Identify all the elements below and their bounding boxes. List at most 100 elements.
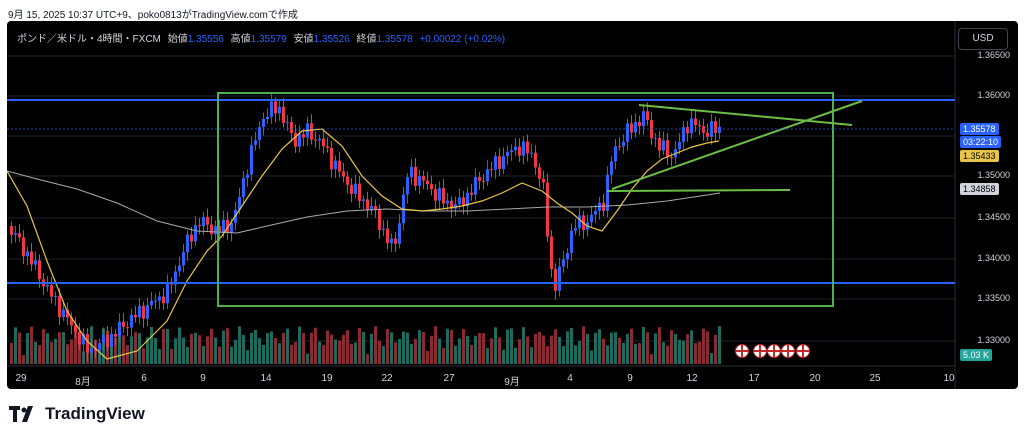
volume-bar xyxy=(574,345,577,364)
volume-bar xyxy=(470,344,473,364)
candle-body xyxy=(706,132,709,137)
volume-bar xyxy=(526,336,529,364)
time-tick: 19 xyxy=(321,373,333,384)
candle-body xyxy=(198,225,201,227)
volume-bar xyxy=(58,332,61,364)
ma-slow-tag: 1.34858 xyxy=(960,183,999,195)
candle-body xyxy=(510,150,513,153)
volume-bar xyxy=(362,331,365,364)
candle-body xyxy=(54,295,57,297)
volume-bar xyxy=(22,355,25,364)
volume-bar xyxy=(338,340,341,364)
candle-body xyxy=(414,166,417,186)
ma-fast-line xyxy=(7,128,720,360)
candle-body xyxy=(294,132,297,147)
close-value: 1.35578 xyxy=(376,34,413,45)
volume-bar xyxy=(318,341,321,364)
open-value: 1.35556 xyxy=(187,34,224,45)
volume-bar xyxy=(662,342,665,364)
volume-bar xyxy=(282,332,285,364)
candle-body xyxy=(382,228,385,230)
candle-body xyxy=(522,141,525,156)
volume-bar xyxy=(370,333,373,364)
candle-body xyxy=(458,197,461,205)
volume-bar xyxy=(682,340,685,364)
volume-bar xyxy=(270,331,273,364)
candle-body xyxy=(330,147,333,170)
candle-body xyxy=(666,140,669,158)
volume-bar xyxy=(190,333,193,364)
price-tick: 1.35000 xyxy=(977,170,1010,180)
volume-bar xyxy=(286,328,289,364)
time-tick: 9 xyxy=(200,373,206,384)
volume-bar xyxy=(562,346,565,364)
price-tick: 1.34000 xyxy=(977,253,1010,263)
uk-flag-icon[interactable] xyxy=(781,344,795,358)
volume-bar xyxy=(82,351,85,364)
volume-bar xyxy=(686,334,689,364)
candle-body xyxy=(434,189,437,201)
candle-body xyxy=(530,152,533,154)
candle-body xyxy=(534,152,537,168)
volume-bar xyxy=(262,344,265,364)
volume-bar xyxy=(230,346,233,364)
volume-bar xyxy=(186,347,189,364)
volume-bar xyxy=(10,342,13,364)
volume-bar xyxy=(374,326,377,364)
volume-bar xyxy=(690,330,693,364)
price-tick: 1.33000 xyxy=(977,335,1010,345)
volume-bar xyxy=(702,328,705,364)
volume-bar xyxy=(290,344,293,364)
volume-bar xyxy=(426,351,429,364)
uk-flag-icon[interactable] xyxy=(767,344,781,358)
uk-flag-icon[interactable] xyxy=(796,344,810,358)
chart-frame[interactable]: ポンド／米ドル・4時間・FXCM 始値1.35556 高値1.35579 安値1… xyxy=(7,21,1018,389)
uk-flag-icon[interactable] xyxy=(753,344,767,358)
volume-bar xyxy=(326,330,329,364)
volume-bar xyxy=(298,326,301,364)
volume-bar xyxy=(482,333,485,364)
candle-body xyxy=(298,134,301,147)
candle-body xyxy=(154,300,157,302)
candle-body xyxy=(386,228,389,244)
candle-body xyxy=(390,238,393,244)
volume-bar xyxy=(34,341,37,364)
candle-body xyxy=(210,224,213,235)
time-tick: 6 xyxy=(141,373,147,384)
brand-name: TradingView xyxy=(45,404,145,423)
volume-bar xyxy=(246,350,249,364)
candle-body xyxy=(578,215,581,229)
volume-bar xyxy=(642,326,645,364)
volume-bar xyxy=(18,332,21,364)
candle-body xyxy=(354,183,357,195)
volume-bar xyxy=(706,331,709,364)
uk-flag-icon[interactable] xyxy=(735,344,749,358)
volume-bar xyxy=(650,354,653,364)
candle-body xyxy=(394,238,397,244)
time-tick: 9 xyxy=(627,373,633,384)
candle-body xyxy=(166,283,169,304)
candle-body xyxy=(334,160,337,170)
volume-bar xyxy=(238,326,241,364)
currency-button[interactable]: USD xyxy=(958,28,1008,50)
candle-body xyxy=(654,137,657,139)
volume-bar xyxy=(546,346,549,364)
volume-bar xyxy=(294,341,297,364)
candle-body xyxy=(242,178,245,197)
candle-body xyxy=(138,305,141,318)
candle-body xyxy=(226,219,229,233)
candle-body xyxy=(634,121,637,133)
tradingview-logo-icon xyxy=(9,406,33,422)
candle-body xyxy=(190,234,193,242)
volume-bar xyxy=(130,336,133,364)
volume-bar xyxy=(182,337,185,364)
candle-body xyxy=(610,161,613,175)
price-chart[interactable] xyxy=(7,21,1018,389)
symbol-name: ポンド／米ドル・4時間・FXCM xyxy=(17,34,161,45)
candle-body xyxy=(562,259,565,267)
volume-bar xyxy=(674,334,677,364)
volume-bar xyxy=(242,335,245,364)
volume-bar xyxy=(538,331,541,364)
volume-bar xyxy=(410,343,413,364)
volume-bar xyxy=(330,334,333,364)
